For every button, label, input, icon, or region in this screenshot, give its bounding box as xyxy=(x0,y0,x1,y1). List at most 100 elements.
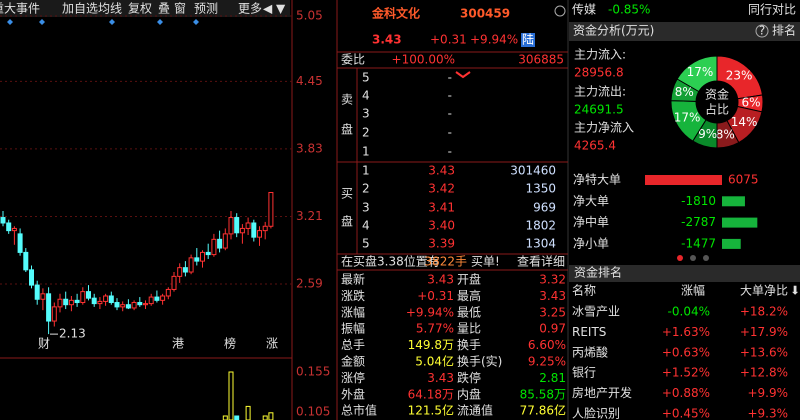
candle-body xyxy=(251,222,257,238)
event-marker[interactable]: 榜 xyxy=(224,336,236,351)
stat-value: 3.32 xyxy=(539,273,566,287)
buy-title: 买 xyxy=(341,187,353,201)
toolbar-button[interactable]: 重大事件 xyxy=(0,2,40,16)
candle-body xyxy=(120,304,126,308)
sell-price: - xyxy=(448,71,452,85)
net-value: -1477 xyxy=(681,236,716,250)
net-bar xyxy=(722,196,745,207)
flow-label: 主力流出: xyxy=(574,85,626,99)
candle-body xyxy=(23,251,29,271)
candle-body xyxy=(6,222,12,232)
candle-body xyxy=(234,217,240,234)
buy-volume: 969 xyxy=(533,201,556,215)
badge: 陆 xyxy=(522,32,534,47)
ranking-title: 资金排名 xyxy=(574,265,622,280)
notice-link[interactable]: 查看详细 xyxy=(517,254,565,269)
page-dot[interactable] xyxy=(703,255,709,261)
sell-price: - xyxy=(448,145,452,159)
fund-title: 资金分析(万元) xyxy=(573,23,654,38)
settings-icon[interactable] xyxy=(554,5,566,17)
candle-body xyxy=(125,304,131,309)
sector-name[interactable]: REITS xyxy=(572,325,606,339)
sector-name[interactable]: 人脸识别 xyxy=(572,407,620,420)
volume-bar xyxy=(262,415,268,420)
event-marker[interactable]: 财 xyxy=(38,337,50,351)
candle-body xyxy=(177,267,183,277)
candle-body xyxy=(188,257,194,273)
toolbar-button[interactable]: 加自选 xyxy=(62,2,98,16)
stat-label: 跌停 xyxy=(457,370,481,385)
candle-body xyxy=(257,230,262,238)
stat-value: +0.31 xyxy=(417,289,454,303)
change: +0.31 xyxy=(430,33,467,47)
stat-label: 振幅 xyxy=(341,321,365,336)
candle-body xyxy=(211,238,217,256)
ranking-title-bg xyxy=(569,265,800,282)
sector-name[interactable]: 房地产开发 xyxy=(572,385,632,400)
ratio-diff: 306885 xyxy=(518,53,564,67)
net-bar xyxy=(645,175,722,185)
candle-body xyxy=(200,251,205,262)
toolbar-button[interactable]: 叠 xyxy=(158,2,170,16)
toolbar-button[interactable]: 更多 xyxy=(238,2,262,16)
candle-body xyxy=(17,233,23,253)
page-dot[interactable] xyxy=(690,255,696,261)
sector-name[interactable]: 丙烯酸 xyxy=(572,344,608,359)
net-ratio: +9.3% xyxy=(747,407,788,420)
ratio-label: 委比 xyxy=(341,53,365,67)
toolbar-button[interactable]: 预测 xyxy=(194,2,218,16)
y-tick-label: 2.59 xyxy=(296,277,323,291)
sector-name[interactable]: 冰雪产业 xyxy=(572,305,620,319)
flow-value: 24691.5 xyxy=(574,103,624,117)
toolbar-button[interactable]: 复权 xyxy=(128,2,152,16)
sell-title: 盘 xyxy=(341,122,353,137)
stat-value: 3.43 xyxy=(427,273,454,287)
level: 4 xyxy=(362,219,370,233)
column-header[interactable]: 名称 xyxy=(572,283,596,298)
rank-link[interactable]: 排名 xyxy=(772,23,796,38)
candle-body xyxy=(268,191,274,227)
net-bar xyxy=(722,238,741,249)
candle-body xyxy=(74,299,80,304)
level: 3 xyxy=(362,201,370,215)
sector-name[interactable]: 银行 xyxy=(572,366,596,380)
stat-value: 5.04亿 xyxy=(415,354,454,369)
sell-price: - xyxy=(448,89,452,103)
stat-label: 内盘 xyxy=(457,386,481,401)
help[interactable]: ? xyxy=(759,24,765,38)
sector-change: +0.63% xyxy=(662,345,710,359)
candle-body xyxy=(131,302,137,309)
candle-body xyxy=(228,217,234,235)
stat-value: 9.25% xyxy=(528,355,566,369)
volume-tick-label: 0.155 xyxy=(296,365,330,379)
candle-body xyxy=(46,293,52,322)
stat-value: 64.18万 xyxy=(408,387,454,401)
candle-body xyxy=(11,227,17,232)
toolbar-arrows[interactable]: ◀ ▼ xyxy=(263,2,286,16)
flow-label: 主力流入: xyxy=(574,48,626,62)
donut-label: 23% xyxy=(726,69,753,83)
stat-label: 开盘 xyxy=(457,272,481,287)
toolbar-button[interactable]: 均线 xyxy=(98,2,122,16)
column-header[interactable]: 大单净比 xyxy=(740,284,788,298)
toolbar-button[interactable]: 窗 xyxy=(174,2,186,16)
column-header[interactable]: 涨幅 xyxy=(681,283,705,298)
page-dot[interactable] xyxy=(677,255,683,261)
donut-label: 8% xyxy=(716,127,735,141)
stat-value: 6.60% xyxy=(528,338,566,352)
flow-label: 主力净流入 xyxy=(574,121,634,135)
event-diamond xyxy=(39,19,45,25)
event-marker[interactable]: 港 xyxy=(172,337,184,351)
compare-link[interactable]: 同行对比 xyxy=(748,3,796,17)
candle-body xyxy=(205,251,211,256)
candle-body xyxy=(114,302,120,308)
collapse-icon[interactable] xyxy=(455,71,471,79)
candle-body xyxy=(239,227,245,234)
candle-body xyxy=(182,267,188,273)
event-marker[interactable]: 涨 xyxy=(266,336,278,351)
candle-body xyxy=(143,303,148,306)
stat-value: 2.81 xyxy=(539,371,566,385)
ratio: +100.00% xyxy=(392,53,455,67)
sell-price: - xyxy=(448,107,452,121)
level: 1 xyxy=(362,145,370,159)
